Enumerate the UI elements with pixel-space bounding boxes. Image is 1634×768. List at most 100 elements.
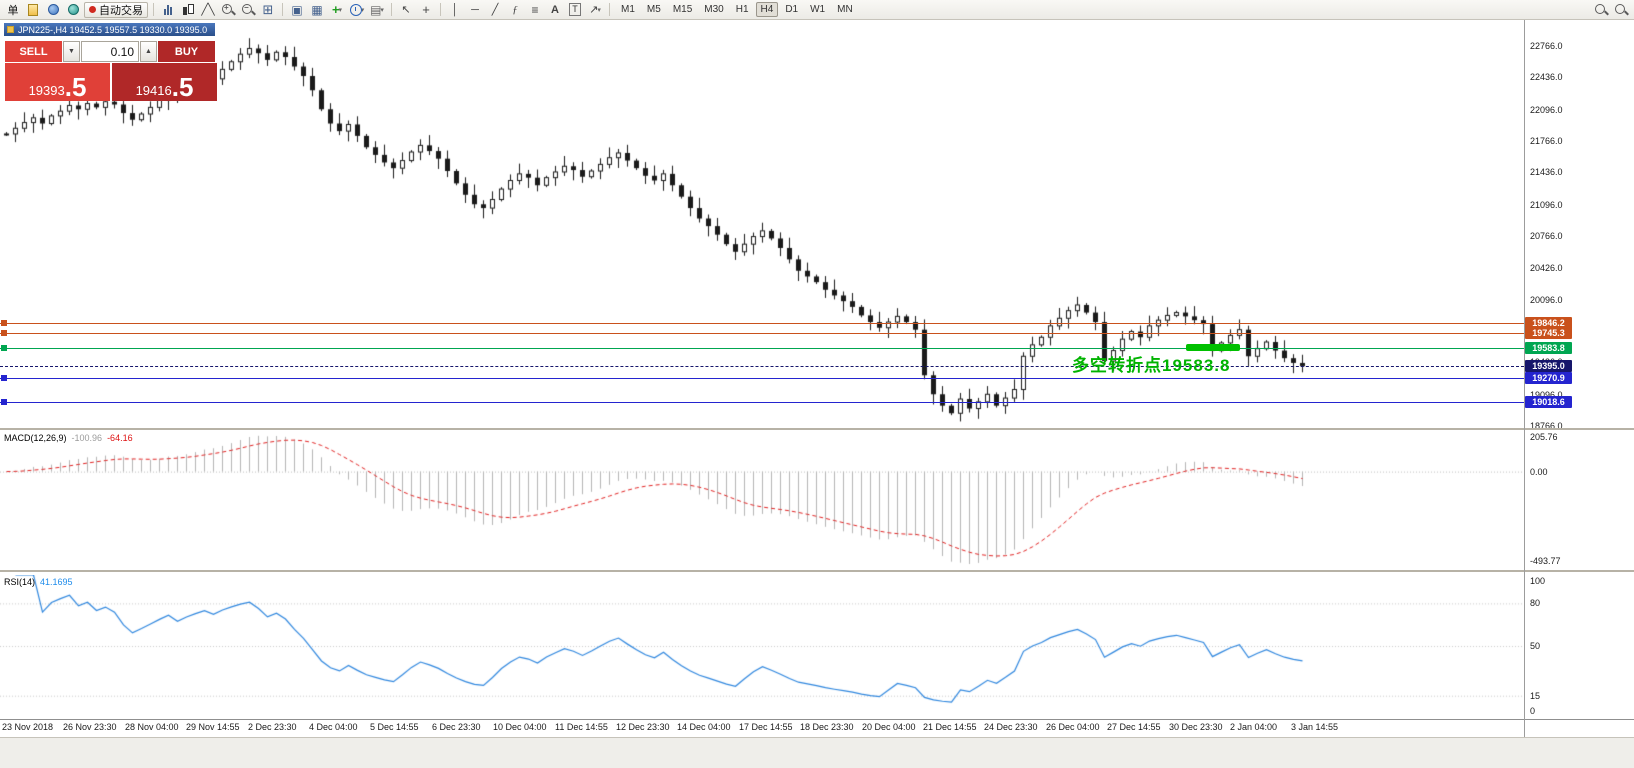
horizontal-line-object[interactable] <box>0 323 1524 324</box>
time-axis-separator <box>0 719 1634 720</box>
timeframe-h1[interactable]: H1 <box>735 4 749 15</box>
time-axis-label: 2 Jan 04:00 <box>1230 722 1278 732</box>
price-axis-label: 21436.0 <box>1530 167 1563 177</box>
time-axis-label: 6 Dec 23:30 <box>432 722 481 732</box>
timeframe-m15[interactable]: M15 <box>672 4 693 15</box>
price-tag: 19583.8 <box>1525 342 1572 354</box>
tile-windows-icon[interactable]: ⊞ <box>262 1 274 17</box>
time-axis-label: 29 Nov 14:55 <box>186 722 240 732</box>
sell-price: 19393 <box>28 82 65 98</box>
horizontal-line-object[interactable] <box>0 348 1524 349</box>
chart-line-icon[interactable]: ╱╲ <box>201 4 215 16</box>
cursor-icon[interactable]: ↖ <box>401 4 411 16</box>
zoom-out-icon[interactable]: − <box>239 2 257 18</box>
time-axis-label: 24 Dec 23:30 <box>984 722 1038 732</box>
price-axis-separator <box>1524 20 1525 737</box>
timeframe-d1[interactable]: D1 <box>785 4 799 15</box>
magnifier-icon[interactable] <box>1592 2 1610 18</box>
time-axis-label: 18 Dec 23:30 <box>800 722 854 732</box>
shapes-icon[interactable]: ≡ <box>531 2 539 17</box>
price-axis-label: 22096.0 <box>1530 105 1563 115</box>
text-label-icon[interactable]: T <box>566 2 584 18</box>
price-tag: 19018.6 <box>1525 396 1572 408</box>
rsi-value: 41.1695 <box>40 577 73 587</box>
macd-label: MACD(12,26,9) -100.96 -64.16 <box>4 433 133 443</box>
timeframe-m30[interactable]: M30 <box>704 4 724 15</box>
one-click-trading-panel: SELL ▼ 0.10 ▲ BUY 19393 .5 19416 .5 <box>5 41 217 101</box>
time-axis-label: 3 Jan 14:55 <box>1291 722 1339 732</box>
rsi-panel-canvas[interactable] <box>0 575 1524 717</box>
rsi-panel-separator[interactable] <box>0 570 1634 572</box>
line-anchor-handle[interactable] <box>1 320 7 326</box>
chart-window-title[interactable]: JPN225-,H4 19452.5 19557.5 19330.0 19395… <box>4 23 216 36</box>
time-axis-label: 20 Dec 04:00 <box>862 722 916 732</box>
macd-panel-canvas[interactable] <box>0 431 1524 569</box>
highlight-segment[interactable] <box>1186 344 1240 351</box>
horizontal-line-object[interactable] <box>0 366 1524 367</box>
horizontal-line-icon[interactable]: ─ <box>471 3 479 16</box>
timeframe-m1[interactable]: M1 <box>621 4 635 15</box>
rsi-axis-label: 100 <box>1530 576 1546 586</box>
cascade-windows-icon[interactable]: ▦ <box>311 2 323 17</box>
sell-button[interactable]: SELL <box>5 41 62 62</box>
timeframe-mn[interactable]: MN <box>837 4 853 15</box>
vertical-line-icon[interactable]: │ <box>451 3 459 16</box>
rsi-axis-label: 80 <box>1530 598 1541 608</box>
trendline-icon[interactable]: ╱ <box>491 4 499 16</box>
horizontal-line-object[interactable] <box>0 378 1524 379</box>
time-axis-label: 27 Dec 14:55 <box>1107 722 1161 732</box>
macd-signal-value: -64.16 <box>107 433 133 443</box>
chart-bars-icon[interactable] <box>159 2 177 18</box>
magnifier-icon[interactable] <box>1612 2 1630 18</box>
sell-price-display[interactable]: 19393 .5 <box>5 63 110 101</box>
timeframe-m5[interactable]: M5 <box>646 4 661 15</box>
time-axis-label: 30 Dec 23:30 <box>1169 722 1223 732</box>
line-anchor-handle[interactable] <box>1 345 7 351</box>
arrows-icon[interactable]: ↗ ▾ <box>589 4 601 16</box>
macd-axis-label: -493.77 <box>1530 556 1561 566</box>
macd-axis-label: 205.76 <box>1530 432 1558 442</box>
price-axis-label: 18766.0 <box>1530 421 1563 431</box>
volume-down-button[interactable]: ▼ <box>63 41 80 62</box>
line-anchor-handle[interactable] <box>1 399 7 405</box>
buy-price-display[interactable]: 19416 .5 <box>112 63 217 101</box>
price-axis-label: 20096.0 <box>1530 295 1563 305</box>
crosshair-icon[interactable]: + <box>422 2 430 17</box>
price-tag: 19395.0 <box>1525 360 1572 372</box>
line-anchor-handle[interactable] <box>1 330 7 336</box>
text-icon[interactable]: A <box>551 3 559 16</box>
time-axis-label: 5 Dec 14:55 <box>370 722 419 732</box>
periods-icon[interactable]: ▾ <box>348 2 366 18</box>
fibonacci-icon[interactable]: ƒ <box>512 3 518 16</box>
buy-button[interactable]: BUY <box>158 41 215 62</box>
price-axis-label: 22766.0 <box>1530 41 1563 51</box>
new-order-icon[interactable] <box>24 2 42 18</box>
price-axis-label: 20766.0 <box>1530 231 1563 241</box>
time-axis-label: 26 Nov 23:30 <box>63 722 117 732</box>
price-tag: 19745.3 <box>1525 327 1572 339</box>
horizontal-line-object[interactable] <box>0 333 1524 334</box>
buy-price-fraction: .5 <box>171 72 194 103</box>
price-chart-canvas[interactable] <box>0 22 1524 428</box>
new-order-label[interactable]: 单 <box>7 4 19 17</box>
indicators-icon[interactable]: + ▾ <box>331 2 343 17</box>
autotrading-button[interactable]: 自动交易 <box>84 1 148 18</box>
line-anchor-handle[interactable] <box>1 375 7 381</box>
timeframe-h4[interactable]: H4 <box>755 2 779 17</box>
horizontal-line-object[interactable] <box>0 402 1524 403</box>
volume-up-button[interactable]: ▲ <box>140 41 157 62</box>
rsi-axis-label: 15 <box>1530 691 1541 701</box>
templates-icon[interactable]: ▤ ▾ <box>370 2 384 17</box>
macd-panel-separator[interactable] <box>0 428 1634 430</box>
arrange-windows-icon[interactable]: ▣ <box>291 2 303 17</box>
zoom-in-icon[interactable]: + <box>219 2 237 18</box>
community-icon[interactable] <box>64 2 82 18</box>
annotation-text[interactable]: 多空转折点19583.8 <box>1072 356 1231 375</box>
time-axis-label: 26 Dec 04:00 <box>1046 722 1100 732</box>
chart-candles-icon[interactable] <box>179 2 197 18</box>
profiles-icon[interactable] <box>44 2 62 18</box>
price-axis-label: 20426.0 <box>1530 263 1563 273</box>
volume-input[interactable]: 0.10 <box>81 41 139 62</box>
timeframe-w1[interactable]: W1 <box>810 4 826 15</box>
